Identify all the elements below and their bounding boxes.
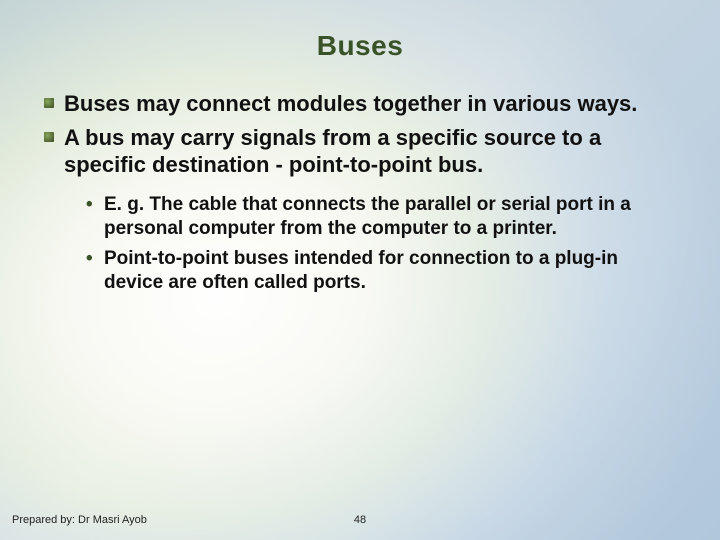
- footer-page-number: 48: [354, 514, 366, 526]
- main-bullet-item: A bus may carry signals from a specific …: [40, 124, 680, 179]
- sub-bullet-list: E. g. The cable that connects the parall…: [40, 193, 680, 296]
- footer-author: Prepared by: Dr Masri Ayob: [12, 514, 147, 526]
- main-bullet-item: Buses may connect modules together in va…: [40, 90, 680, 118]
- slide-content: Buses may connect modules together in va…: [40, 90, 680, 302]
- sub-bullet-item: E. g. The cable that connects the parall…: [104, 193, 680, 242]
- sub-bullet-item: Point-to-point buses intended for connec…: [104, 247, 680, 296]
- slide-title: Buses: [0, 30, 720, 62]
- main-bullet-list: Buses may connect modules together in va…: [40, 90, 680, 179]
